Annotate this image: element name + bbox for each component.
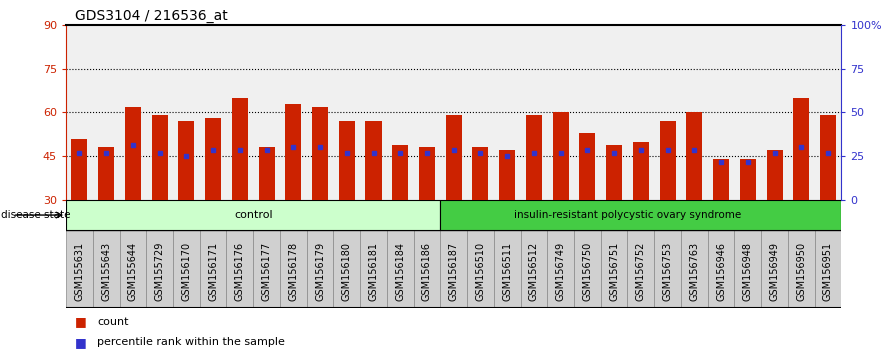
Text: GSM156181: GSM156181	[368, 242, 379, 301]
Bar	[467, 230, 494, 308]
Text: GSM156950: GSM156950	[796, 242, 806, 301]
Bar	[120, 230, 146, 308]
Bar	[258, 147, 275, 200]
Text: GSM155644: GSM155644	[128, 242, 138, 301]
Text: GSM156750: GSM156750	[582, 242, 592, 301]
Bar	[440, 230, 467, 308]
Bar	[820, 115, 836, 200]
Text: control: control	[233, 210, 272, 220]
Text: GSM156751: GSM156751	[609, 242, 619, 301]
Text: GSM156170: GSM156170	[181, 242, 191, 301]
Bar	[253, 230, 280, 308]
Bar	[333, 230, 360, 308]
Bar	[815, 230, 841, 308]
Bar	[173, 230, 200, 308]
Text: GDS3104 / 216536_at: GDS3104 / 216536_at	[75, 9, 227, 23]
Bar	[627, 230, 655, 308]
Bar	[125, 107, 141, 200]
Bar	[66, 230, 93, 308]
Bar	[419, 147, 435, 200]
Text: GSM155643: GSM155643	[101, 242, 111, 301]
Text: GSM156512: GSM156512	[529, 242, 539, 301]
Bar	[98, 147, 115, 200]
Bar	[500, 150, 515, 200]
Bar	[681, 230, 707, 308]
Text: ■: ■	[75, 336, 86, 349]
Text: GSM156763: GSM156763	[689, 242, 700, 301]
Text: GSM156753: GSM156753	[663, 242, 672, 301]
Bar	[360, 230, 387, 308]
Text: GSM156177: GSM156177	[262, 242, 271, 301]
Bar	[580, 133, 596, 200]
Bar	[788, 230, 815, 308]
Bar	[761, 230, 788, 308]
Text: GSM156176: GSM156176	[235, 242, 245, 301]
Bar	[494, 230, 521, 308]
Bar	[606, 144, 622, 200]
Bar	[71, 139, 87, 200]
Bar	[574, 230, 601, 308]
Bar	[655, 230, 681, 308]
Bar	[200, 230, 226, 308]
Bar	[312, 107, 328, 200]
Bar	[366, 121, 381, 200]
Text: insulin-resistant polycystic ovary syndrome: insulin-resistant polycystic ovary syndr…	[514, 210, 741, 220]
Text: GSM156184: GSM156184	[396, 242, 405, 301]
Text: GSM156179: GSM156179	[315, 242, 325, 301]
Text: GSM156949: GSM156949	[769, 242, 780, 301]
Text: GSM156752: GSM156752	[636, 242, 646, 301]
Text: GSM156951: GSM156951	[823, 242, 833, 301]
Bar	[686, 113, 702, 200]
Bar	[633, 142, 649, 200]
Text: GSM155631: GSM155631	[74, 242, 85, 301]
Bar	[740, 159, 756, 200]
Bar	[793, 98, 810, 200]
Text: GSM156948: GSM156948	[743, 242, 752, 301]
Bar	[387, 230, 413, 308]
Bar	[66, 200, 440, 230]
Bar	[707, 230, 735, 308]
Text: percentile rank within the sample: percentile rank within the sample	[97, 337, 285, 348]
Bar	[307, 230, 333, 308]
Text: GSM156510: GSM156510	[476, 242, 485, 301]
Text: GSM156186: GSM156186	[422, 242, 432, 301]
Bar	[526, 115, 542, 200]
Bar	[521, 230, 547, 308]
Text: GSM156749: GSM156749	[556, 242, 566, 301]
Bar	[735, 230, 761, 308]
Bar	[440, 200, 841, 230]
Text: GSM156171: GSM156171	[208, 242, 218, 301]
Text: count: count	[97, 317, 129, 327]
Text: GSM156180: GSM156180	[342, 242, 352, 301]
Bar	[601, 230, 627, 308]
Text: GSM156946: GSM156946	[716, 242, 726, 301]
Text: GSM156178: GSM156178	[288, 242, 299, 301]
Bar	[392, 144, 408, 200]
Bar	[205, 118, 221, 200]
Bar	[713, 159, 729, 200]
Bar	[413, 230, 440, 308]
Bar	[339, 121, 355, 200]
Text: ■: ■	[75, 315, 86, 328]
Text: GSM155729: GSM155729	[155, 242, 165, 301]
Bar	[226, 230, 253, 308]
Bar	[547, 230, 574, 308]
Bar	[446, 115, 462, 200]
Text: disease state: disease state	[1, 210, 70, 220]
Bar	[280, 230, 307, 308]
Bar	[660, 121, 676, 200]
Bar	[152, 115, 167, 200]
Bar	[472, 147, 488, 200]
Text: GSM156187: GSM156187	[448, 242, 459, 301]
Bar	[552, 113, 568, 200]
Text: GSM156511: GSM156511	[502, 242, 512, 301]
Bar	[178, 121, 195, 200]
Bar	[285, 104, 301, 200]
Bar	[93, 230, 120, 308]
Bar	[146, 230, 173, 308]
Bar	[232, 98, 248, 200]
Bar	[766, 150, 782, 200]
